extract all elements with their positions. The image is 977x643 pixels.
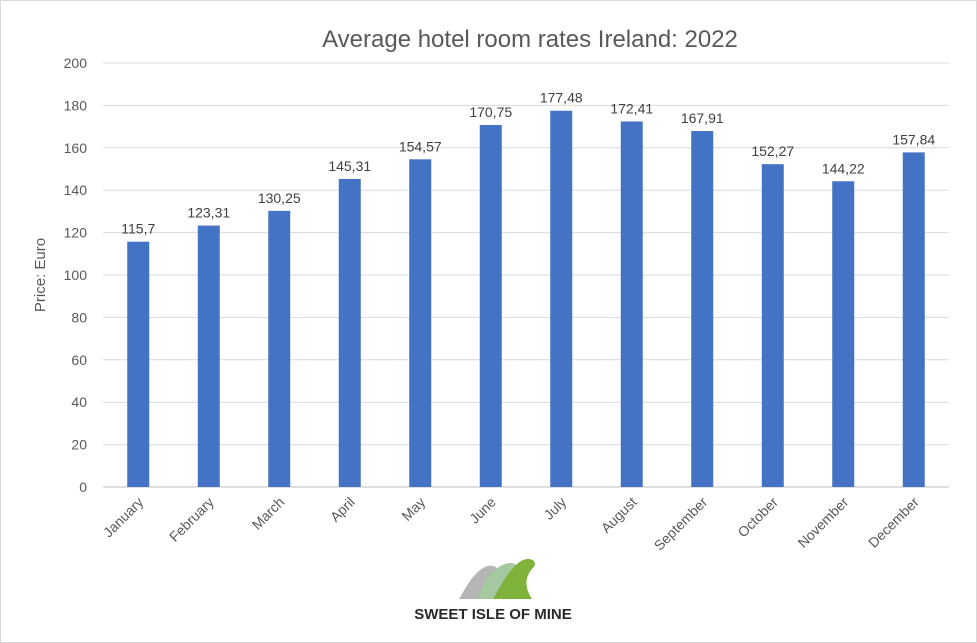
y-tick-label: 160 (64, 140, 88, 156)
data-label-september: 167,91 (681, 110, 724, 126)
x-tick-label-june: June (466, 494, 499, 527)
bar-march (268, 210, 291, 487)
data-label-april: 145,31 (328, 158, 371, 174)
bar-june (479, 125, 502, 487)
y-tick-label: 40 (71, 394, 87, 410)
data-label-august: 172,41 (610, 100, 653, 116)
data-label-march: 130,25 (258, 190, 301, 206)
y-tick-label: 100 (64, 267, 88, 283)
data-label-october: 152,27 (751, 143, 794, 159)
bar-september (691, 131, 714, 487)
x-tick-label-november: November (794, 494, 851, 551)
data-label-june: 170,75 (469, 104, 512, 120)
x-tick-label-september: September (651, 494, 711, 554)
y-tick-label: 20 (71, 437, 87, 453)
x-tick-label-august: August (598, 494, 640, 536)
bar-october (761, 164, 784, 487)
y-tick-label: 0 (79, 479, 87, 495)
watermark-text: SWEET ISLE OF MINE (414, 606, 572, 623)
data-label-may: 154,57 (399, 138, 442, 154)
data-label-december: 157,84 (892, 131, 935, 147)
x-tick-label-december: December (865, 494, 922, 551)
y-axis-title: Price: Euro (32, 238, 49, 312)
x-tick-label-may: May (398, 494, 428, 524)
data-label-november: 144,22 (822, 160, 865, 176)
bar-february (197, 225, 220, 487)
data-labels: 115,7 123,31 130,25 145,31 154,57 170,75 177,4… (121, 90, 935, 237)
wave-icon (459, 558, 535, 599)
bar-april (338, 178, 361, 487)
data-label-january: 115,7 (121, 221, 155, 237)
watermark-logo: SWEET ISLE OF MINE (414, 558, 572, 623)
bar-december (902, 152, 925, 487)
y-tick-label: 80 (71, 309, 87, 325)
x-axis-ticks: January February March April May June July Augu… (100, 494, 922, 554)
x-tick-label-january: January (100, 494, 147, 541)
gridlines (103, 62, 949, 488)
y-tick-label: 120 (64, 225, 88, 241)
bar-july (550, 110, 573, 487)
x-tick-label-april: April (327, 494, 358, 525)
x-tick-label-march: March (249, 494, 288, 533)
x-tick-label-february: February (166, 494, 217, 545)
data-label-february: 123,31 (187, 205, 230, 221)
y-tick-label: 60 (71, 352, 87, 368)
chart-title: Average hotel room rates Ireland: 2022 (322, 26, 738, 53)
bars (127, 110, 925, 488)
bar-november (832, 181, 855, 487)
bar-may (409, 159, 432, 488)
bar-august (620, 121, 643, 488)
x-tick-label-july: July (540, 494, 569, 523)
x-tick-label-october: October (734, 494, 781, 541)
bar-january (127, 241, 150, 487)
y-tick-label: 200 (64, 55, 88, 71)
y-axis-ticks: 0 20 40 60 80 100 120 140 160 180 200 (64, 55, 88, 495)
y-tick-label: 140 (64, 182, 88, 198)
y-tick-label: 180 (64, 97, 88, 113)
data-label-july: 177,48 (540, 90, 583, 106)
